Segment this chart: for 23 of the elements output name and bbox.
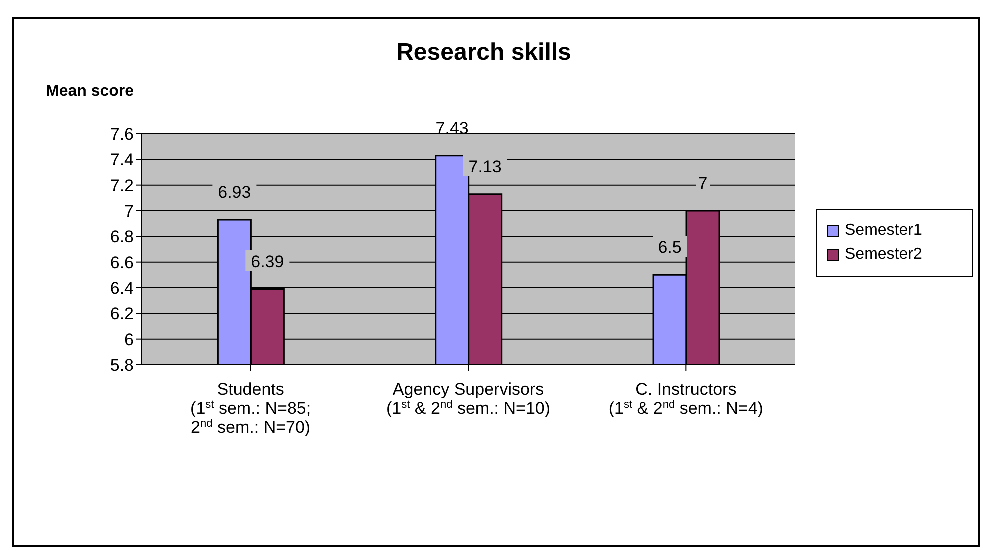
data-label: 6.39 bbox=[251, 252, 284, 272]
y-tick-label: 7 bbox=[124, 202, 134, 222]
y-tick-label: 7.4 bbox=[110, 150, 134, 170]
y-tick-label: 7.2 bbox=[110, 176, 134, 196]
y-tick-label: 7.6 bbox=[110, 125, 134, 144]
data-label: 6.93 bbox=[218, 182, 252, 202]
legend-label: Semester1 bbox=[845, 222, 922, 240]
y-axis-title: Mean score bbox=[46, 83, 134, 101]
data-label: 7 bbox=[698, 174, 708, 193]
x-tick-label: C. Instructors (1$^{st}$ & 2$^{nd}$ sem.: N=4) bbox=[608, 380, 764, 418]
y-tick-label: 6.8 bbox=[110, 228, 134, 247]
data-label: 7.43 bbox=[436, 118, 469, 138]
x-tick-label: Agency Supervisors (1$^{st}$ & 2$^{nd}$ sem.: N=10) bbox=[386, 380, 551, 418]
x-tick-label: Students (1$^{st}$ sem.: N=85; 2$^{nd}$ sem.: N=70) bbox=[190, 380, 312, 437]
legend-label: Semester2 bbox=[845, 246, 922, 264]
chart-title: Research skills bbox=[396, 39, 572, 67]
y-tick-label: 6 bbox=[124, 330, 134, 350]
y-tick-label: 5.8 bbox=[110, 356, 134, 376]
y-tick-label: 6.4 bbox=[110, 279, 134, 298]
data-label: 6.5 bbox=[658, 238, 682, 258]
y-tick-label: 6.6 bbox=[110, 253, 134, 272]
y-tick-label: 6.2 bbox=[110, 304, 134, 324]
data-label: 7.13 bbox=[468, 157, 502, 176]
